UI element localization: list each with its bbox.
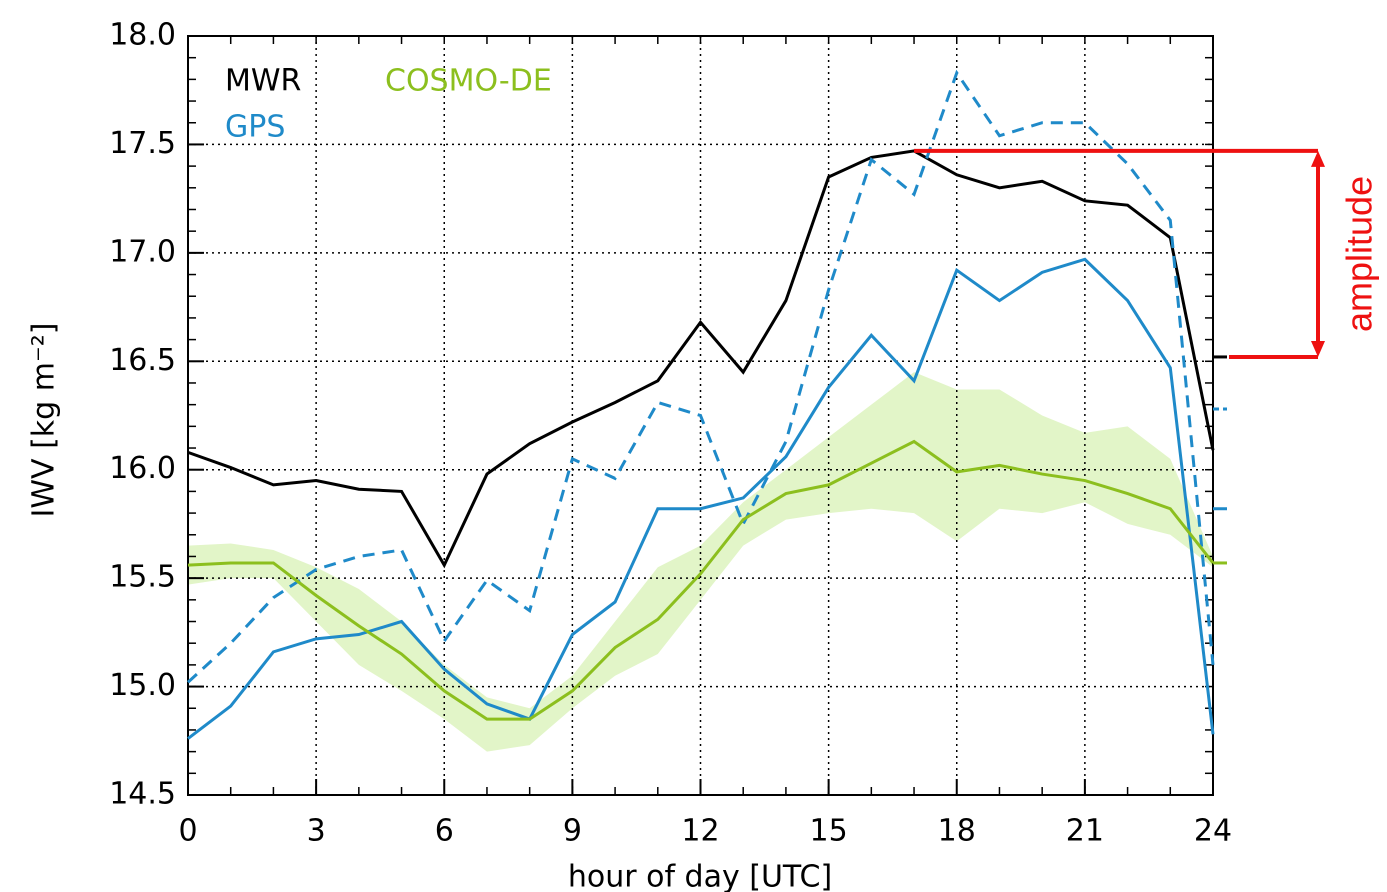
y-tick-label: 18.0 — [109, 18, 176, 53]
y-tick-label: 15.5 — [109, 560, 176, 595]
data-line — [187, 149, 1215, 569]
legend-entry: COSMO-DE — [385, 64, 552, 99]
y-axis-label: IWV [kg m⁻²] — [27, 322, 62, 517]
arrow-head — [1311, 150, 1325, 167]
x-tick-label: 12 — [681, 814, 719, 849]
x-tick-label: 9 — [563, 814, 582, 849]
y-tick-label: 15.0 — [109, 668, 176, 703]
legend-entry: GPS — [225, 110, 285, 145]
data-line — [187, 257, 1215, 740]
x-tick-label: 6 — [435, 814, 454, 849]
data-line — [187, 439, 1215, 721]
y-tick-label: 17.5 — [109, 126, 176, 161]
y-tick-label: 17.0 — [109, 234, 176, 269]
x-axis-label: hour of day [UTC] — [568, 860, 832, 892]
x-tick-label: 18 — [938, 814, 976, 849]
y-tick-label: 14.5 — [109, 777, 176, 812]
y-tick-label: 16.5 — [109, 343, 176, 378]
arrow-head — [1311, 340, 1325, 357]
x-tick-label: 24 — [1194, 814, 1232, 849]
legend-entry: MWR — [225, 64, 301, 99]
x-tick-label: 21 — [1066, 814, 1104, 849]
data-line — [186, 69, 1215, 684]
x-tick-label: 15 — [810, 814, 848, 849]
annotation: amplitude — [1339, 176, 1380, 332]
y-tick-label: 16.0 — [109, 451, 176, 486]
x-tick-label: 0 — [178, 814, 197, 849]
uncertainty-band — [188, 372, 1213, 752]
x-tick-label: 3 — [307, 814, 326, 849]
